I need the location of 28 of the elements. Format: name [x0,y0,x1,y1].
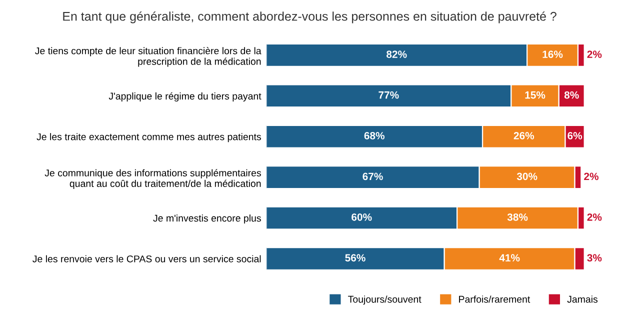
data-label: 2% [587,50,602,58]
legend-label: Jamais [567,296,598,303]
data-label: 41% [499,254,520,262]
legend-label: Toujours/souvent [348,296,422,305]
data-label: 3% [587,254,602,262]
data-label: 77% [378,91,399,99]
data-label: 30% [516,172,538,180]
data-label: 15% [525,91,546,99]
legend-label: Parfois/rarement [459,296,530,303]
y-tick-label: Je communique des informations supplémentaires quant au coût du traitement/de la médication [44,169,261,189]
data-label: 67% [362,172,383,180]
y-tick-label: Je tiens compte de leur situation financière lors de la prescription de la médication [35,47,262,67]
data-label: 56% [345,254,366,262]
data-label: 6% [568,132,582,140]
data-label: 60% [352,213,372,221]
data-label: 26% [514,132,534,140]
data-label: 68% [364,132,384,140]
data-label: 16% [542,50,563,58]
data-label: 82% [386,50,407,58]
data-label: 2% [584,172,598,180]
chart-title: En tant que généraliste, comment abordez-vous les personnes en situation de pauvreté ? [63,11,556,24]
y-tick-label: Je les traite exactement comme mes autres patients [36,133,261,142]
data-label: 2% [587,213,602,221]
data-label: 8% [564,91,579,99]
y-tick-label: Je m'investis encore plus [153,214,261,224]
y-tick-label: Je les renvoie vers le CPAS ou vers un service social [32,255,261,262]
data-label: 38% [507,213,528,221]
y-tick-label: J'applique le régime du tiers payant [108,92,262,102]
